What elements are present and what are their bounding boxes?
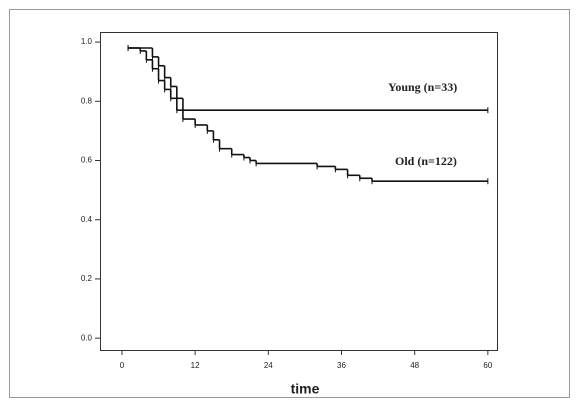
y-tick-label: 0.0 [81, 333, 93, 342]
x-tick-label: 48 [410, 361, 419, 370]
x-tick-label: 24 [264, 361, 273, 370]
x-tick-label: 60 [483, 361, 492, 370]
y-tick-label: 0.6 [81, 156, 93, 165]
y-tick-label: 0.8 [81, 96, 93, 105]
x-tick-label: 0 [120, 361, 125, 370]
annotation: Old (n=122) [395, 154, 457, 168]
x-axis-label: time [291, 381, 320, 397]
x-tick-label: 12 [191, 361, 200, 370]
plot-area [100, 32, 498, 351]
x-tick-label: 36 [337, 361, 346, 370]
frame [9, 9, 570, 398]
annotation: Young (n=33) [388, 80, 457, 94]
y-tick-label: 0.2 [81, 274, 93, 283]
y-tick-label: 1.0 [81, 37, 93, 46]
y-tick-label: 0.4 [81, 215, 93, 224]
